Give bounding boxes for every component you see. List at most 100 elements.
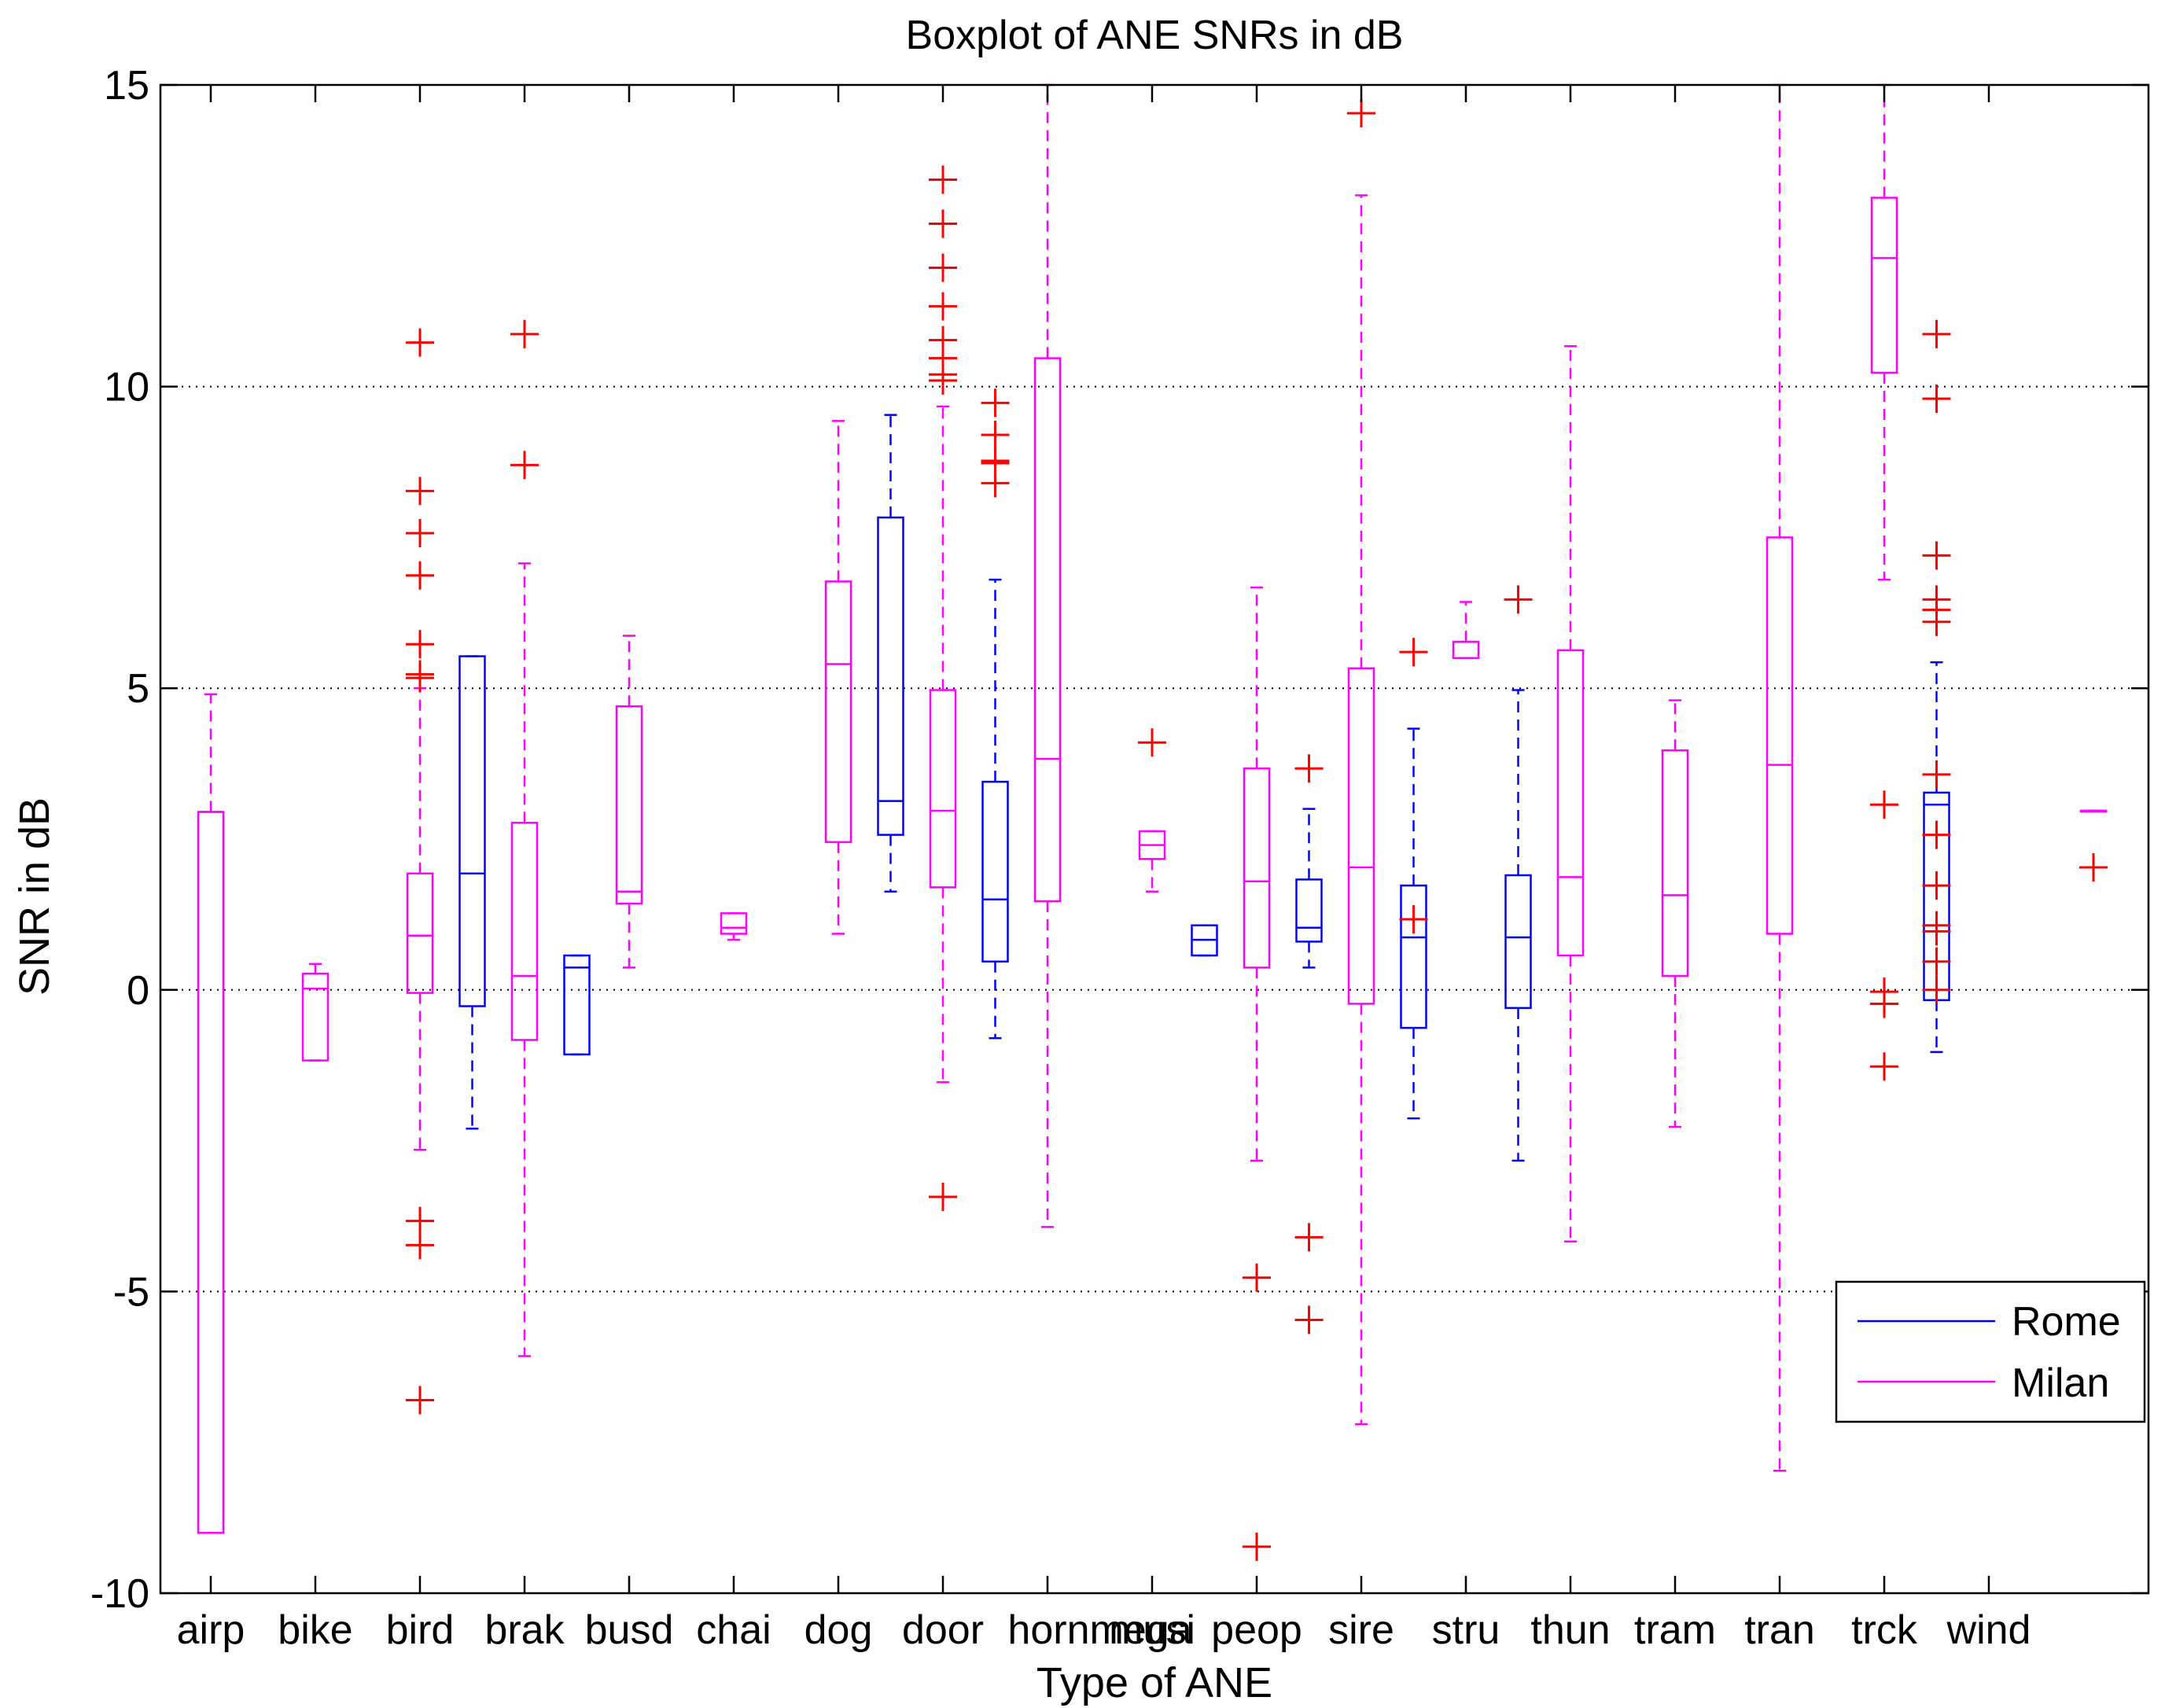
y-axis-title: SNR in dB (11, 797, 58, 996)
box-layer (197, 83, 2108, 1534)
box-milan (197, 693, 225, 1534)
outlier-point (1922, 541, 1951, 570)
box-milan (615, 635, 643, 969)
x-tick-label: wind (1946, 1607, 2031, 1653)
outlier-point (406, 1231, 434, 1260)
box-milan (510, 562, 539, 1357)
outlier-point (1504, 585, 1533, 614)
legend-label-rome: Rome (2012, 1299, 2121, 1345)
box-iqr (406, 872, 434, 994)
box-milan (406, 687, 434, 1151)
outlier-point (1294, 1223, 1324, 1252)
y-tick-label: 0 (127, 968, 149, 1014)
x-tick-label: thun (1530, 1607, 1610, 1653)
outlier-point (1138, 728, 1166, 757)
x-tick-label: sire (1328, 1607, 1394, 1653)
box-iqr (1243, 767, 1271, 969)
x-tick-label: airp (177, 1607, 245, 1653)
outlier-point (1922, 820, 1951, 849)
box-iqr (981, 780, 1009, 963)
box-rome (877, 414, 904, 893)
outlier-point (929, 292, 957, 321)
outlier-point (1922, 917, 1951, 946)
box-milan (2079, 809, 2108, 813)
legend-box (1835, 1280, 2146, 1423)
x-tick-label: musi (1109, 1607, 1195, 1653)
box-iqr (1452, 640, 1480, 660)
box-rome (981, 578, 1009, 1040)
box-milan (1033, 83, 1062, 1228)
x-tick-label: brak (484, 1607, 565, 1653)
outlier-point (929, 209, 957, 238)
outlier-point (1922, 760, 1951, 789)
x-axis-ticks: airp bike bird brak busd chai dog door hornmegam… (177, 85, 2031, 1653)
outlier-point (1243, 1532, 1271, 1561)
y-tick-label: 15 (104, 63, 149, 109)
x-tick-label: bird (386, 1607, 455, 1653)
legend-label-milan: Milan (2012, 1360, 2109, 1406)
outlier-point (981, 420, 1010, 449)
x-tick-label: chai (696, 1607, 771, 1653)
outlier-point (2079, 853, 2108, 882)
outlier-point (406, 328, 434, 357)
x-tick-label: hornmega (1007, 1607, 1191, 1653)
legend: Rome Milan (1835, 1280, 2146, 1423)
box-iqr (1661, 749, 1689, 977)
x-tick-label: trck (1851, 1607, 1918, 1653)
chart-title: Boxplot of ANE SNRs in dB (906, 13, 1404, 58)
box-rome (458, 655, 486, 1130)
x-tick-label: peop (1211, 1607, 1302, 1653)
box-iqr (563, 954, 591, 1056)
box-milan (929, 405, 957, 1084)
outlier-point (406, 477, 434, 506)
outlier-point (406, 519, 434, 548)
outlier-point (406, 1206, 434, 1235)
x-tick-label: door (902, 1607, 984, 1653)
outlier-point (929, 1182, 957, 1211)
y-tick-label: 5 (127, 666, 149, 712)
box-milan (824, 420, 852, 935)
outlier-layer (406, 99, 2108, 1561)
outlier-point (1294, 1305, 1324, 1334)
x-tick-label: busd (585, 1607, 674, 1653)
box-iqr (615, 705, 643, 905)
box-rome (1191, 924, 1218, 957)
box-milan (1556, 344, 1585, 1242)
box-milan (1347, 194, 1375, 1426)
box-iqr (1295, 878, 1323, 943)
box-milan (1452, 601, 1480, 660)
outlier-point (1870, 790, 1898, 819)
box-milan (1661, 699, 1689, 1128)
outlier-point (1870, 989, 1898, 1018)
outlier-point (1399, 638, 1428, 667)
box-milan (301, 963, 330, 1062)
outlier-point (929, 165, 957, 194)
box-iqr (877, 516, 904, 836)
outlier-point (510, 451, 539, 480)
outlier-point (1922, 975, 1951, 1004)
outlier-point (510, 319, 539, 348)
x-tick-label: stru (1432, 1607, 1500, 1653)
x-tick-label: bike (278, 1607, 352, 1653)
outlier-point (1922, 947, 1951, 976)
box-milan (1243, 586, 1271, 1162)
outlier-point (1922, 607, 1951, 636)
box-milan (1138, 830, 1166, 893)
box-iqr (1347, 667, 1375, 1005)
outlier-point (1922, 871, 1951, 900)
box-milan (1870, 83, 1898, 581)
outlier-point (929, 253, 957, 282)
x-tick-label: tram (1634, 1607, 1716, 1653)
outlier-point (1922, 384, 1951, 413)
outlier-point (1922, 319, 1951, 348)
box-iqr (458, 655, 486, 1007)
x-axis-title: Type of ANE (1036, 1659, 1272, 1706)
outlier-point (406, 630, 434, 659)
box-iqr (720, 912, 748, 935)
box-iqr (824, 580, 852, 844)
x-tick-label: tran (1744, 1607, 1815, 1653)
outlier-point (1870, 1052, 1898, 1081)
box-rome (1295, 808, 1323, 969)
box-iqr (1400, 884, 1427, 1029)
